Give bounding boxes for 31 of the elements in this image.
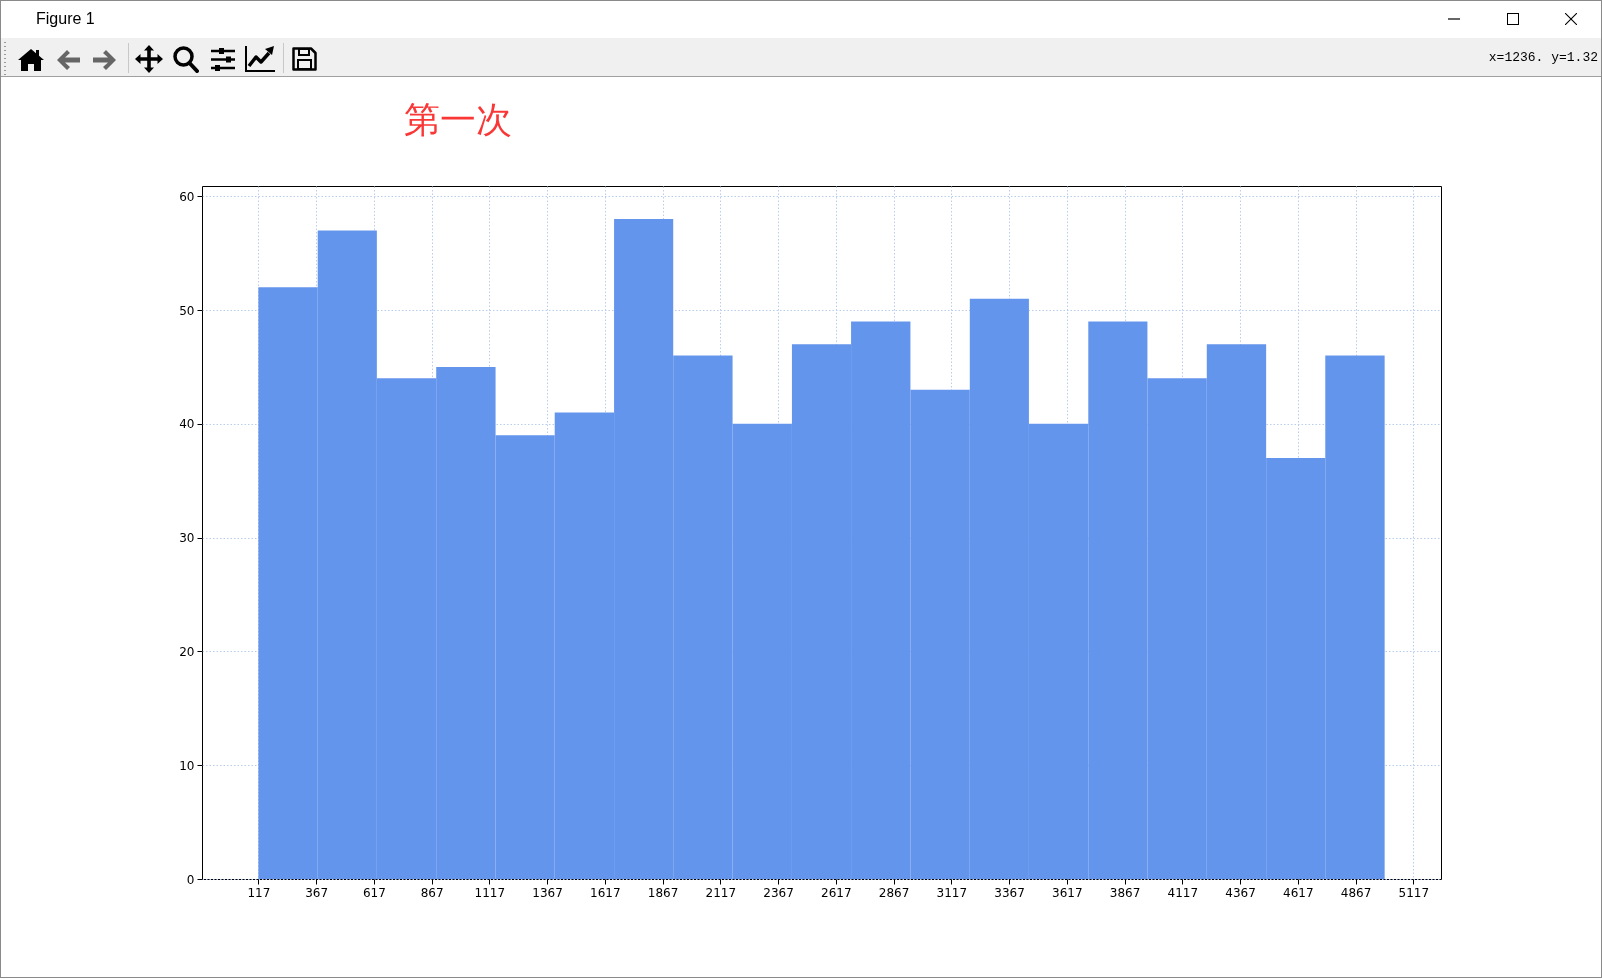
x-tick-label: 1867 bbox=[647, 885, 679, 900]
x-tick-label: 4117 bbox=[1167, 885, 1199, 900]
x-tick-label: 5117 bbox=[1398, 885, 1430, 900]
x-tick-label: 3367 bbox=[994, 885, 1025, 900]
y-tick-label: 0 bbox=[186, 872, 195, 887]
x-tick-label: 4617 bbox=[1283, 885, 1314, 900]
y-tick-label: 40 bbox=[179, 417, 195, 432]
x-tick-label: 2617 bbox=[821, 885, 852, 900]
x-tick-label: 117 bbox=[247, 885, 271, 900]
x-tick-label: 4367 bbox=[1225, 885, 1256, 900]
y-tick-label: 10 bbox=[179, 758, 195, 773]
x-tick-label: 367 bbox=[305, 885, 329, 900]
caption: Figure 1 bbox=[36, 9, 95, 29]
x-tick-label: 3617 bbox=[1052, 885, 1083, 900]
x-tick-label: 2367 bbox=[763, 885, 794, 900]
chart-title: 第一次 bbox=[404, 99, 512, 140]
x-tick-label: 3867 bbox=[1109, 885, 1141, 900]
y-tick-label: 60 bbox=[179, 189, 195, 204]
text: x=1236. y=1.32 bbox=[1488, 50, 1598, 66]
x-tick-label: 867 bbox=[420, 885, 444, 900]
x-tick-label: 617 bbox=[362, 885, 386, 900]
y-tick-label: 50 bbox=[179, 303, 195, 318]
y-tick-label: 20 bbox=[179, 644, 195, 659]
x-tick-label: 1117 bbox=[474, 885, 506, 900]
x-tick-label: 2117 bbox=[705, 885, 737, 900]
x-tick-label: 1367 bbox=[532, 885, 563, 900]
x-tick-label: 2867 bbox=[878, 885, 910, 900]
x-tick-label: 4867 bbox=[1340, 885, 1372, 900]
y-tick-label: 30 bbox=[179, 531, 195, 546]
x-tick-label: 3117 bbox=[936, 885, 968, 900]
x-tick-label: 1617 bbox=[590, 885, 621, 900]
